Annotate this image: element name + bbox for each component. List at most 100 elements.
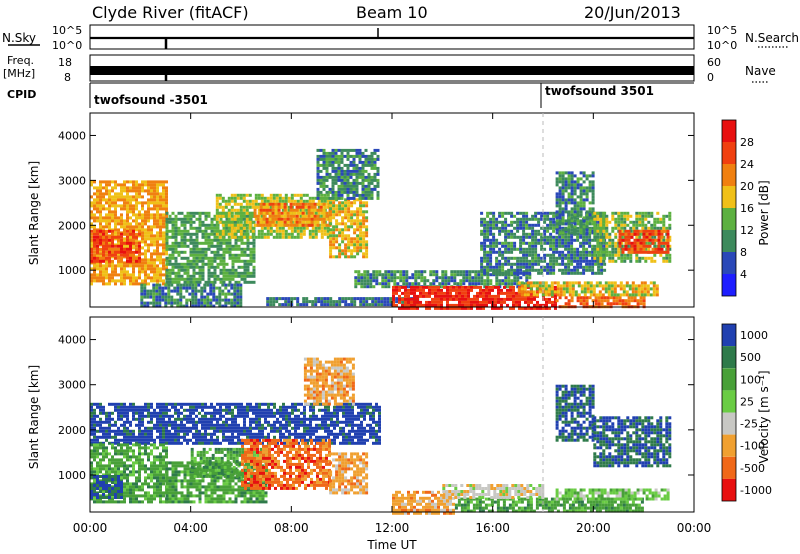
power-cell [215, 286, 219, 290]
power-cell [213, 217, 217, 221]
power-cell [272, 235, 276, 239]
power-cell [371, 303, 375, 307]
power-cell [365, 303, 369, 307]
power-cell [576, 235, 580, 239]
power-cell [233, 226, 237, 230]
power-cell [323, 193, 327, 197]
power-cell [623, 223, 627, 227]
power-cell [555, 216, 559, 220]
power-cell [289, 208, 293, 212]
power-cell [96, 232, 99, 236]
power-cell [129, 259, 132, 263]
power-cell [338, 231, 342, 235]
power-cell [90, 180, 93, 184]
power-cell [628, 293, 632, 297]
power-cell [302, 229, 306, 233]
power-cell [585, 198, 589, 202]
power-cell [489, 247, 493, 251]
power-cell [498, 271, 502, 275]
power-cell [558, 256, 562, 260]
power-cell [528, 232, 532, 236]
power-cell [611, 259, 615, 263]
power-cell [552, 220, 556, 224]
power-cell [331, 181, 335, 185]
power-cell [310, 208, 314, 212]
power-cell [90, 225, 93, 229]
power-cell [212, 304, 216, 308]
power-cell [486, 253, 490, 257]
power-cell [129, 256, 132, 260]
power-cell [375, 279, 379, 283]
power-cell [227, 232, 231, 236]
power-cell [410, 300, 413, 304]
power-cell [180, 229, 184, 233]
power-cell [249, 262, 253, 266]
power-cell [212, 295, 216, 299]
power-cell [641, 256, 645, 260]
power-cell [96, 207, 99, 211]
power-cell [108, 183, 111, 187]
power-cell [138, 273, 141, 277]
power-cell [221, 220, 225, 224]
power-cell [316, 166, 320, 170]
power-cell [171, 217, 175, 221]
power-cell [242, 208, 246, 212]
power-cell [607, 284, 611, 288]
power-cell [93, 279, 96, 283]
power-cell [219, 256, 223, 260]
power-cell [328, 190, 332, 194]
power-cell [492, 265, 496, 269]
power-cell [210, 223, 214, 227]
power-cell [591, 174, 595, 178]
power-cell [596, 238, 600, 242]
power-cell [434, 285, 437, 289]
power-cell [582, 180, 586, 184]
power-cell [177, 277, 181, 281]
power-cell [497, 300, 500, 304]
power-cell [618, 302, 622, 306]
power-cell [356, 219, 360, 223]
power-cell [147, 201, 150, 205]
power-cell [588, 210, 592, 214]
power-cell [152, 298, 156, 302]
power-cell [613, 284, 617, 288]
power-cell [129, 186, 132, 190]
power-cell [533, 297, 536, 301]
power-cell [177, 241, 181, 245]
power-cell [338, 246, 342, 250]
power-cell [441, 276, 445, 280]
power-cell [561, 201, 565, 205]
power-cell [596, 214, 600, 218]
power-cell [162, 189, 165, 193]
power-cell [574, 290, 578, 294]
power-cell [290, 297, 294, 301]
power-cell [552, 247, 556, 251]
power-cell [376, 157, 380, 161]
power-cell [147, 216, 150, 220]
power-cell [218, 304, 222, 308]
power-cell [537, 253, 541, 257]
power-cell [179, 289, 183, 293]
power-cell [159, 252, 162, 256]
power-cell [239, 220, 243, 224]
power-cell [371, 297, 375, 301]
power-cell [543, 226, 547, 230]
power-cell [240, 247, 244, 251]
power-cell [132, 219, 135, 223]
power-cell [417, 273, 421, 277]
power-cell [582, 296, 586, 300]
power-cell [450, 270, 454, 274]
power-cell [167, 292, 171, 296]
power-cell [147, 264, 150, 268]
power-cell [99, 276, 102, 280]
power-cell [257, 235, 261, 239]
power-cell [251, 220, 255, 224]
power-cell [413, 303, 416, 307]
power-cell [147, 219, 150, 223]
power-cell [492, 247, 496, 251]
power-cell [307, 202, 311, 206]
power-cell [201, 232, 205, 236]
power-cell [486, 214, 490, 218]
power-cell [349, 196, 353, 200]
power-cell [337, 178, 341, 182]
